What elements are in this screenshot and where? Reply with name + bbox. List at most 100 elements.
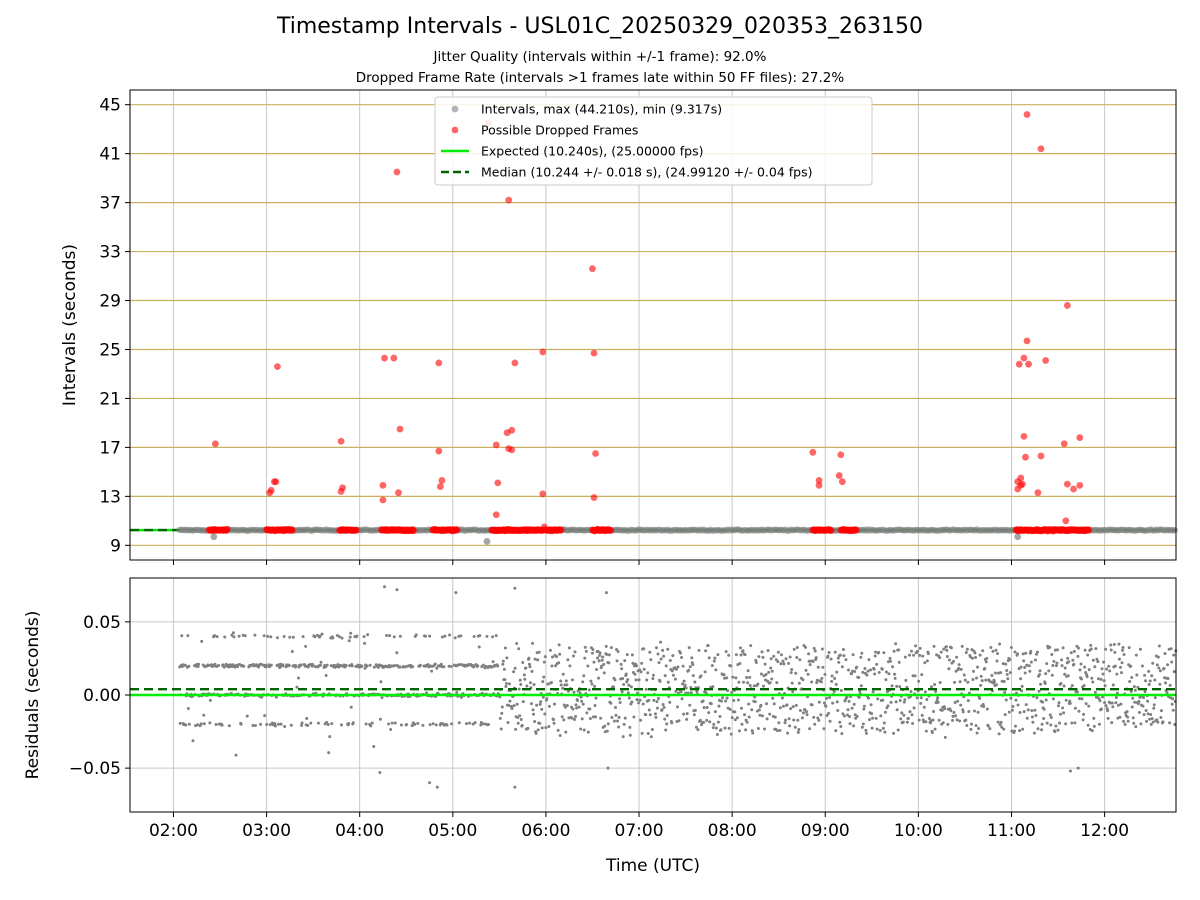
residual-point (538, 721, 542, 725)
residual-point (1157, 666, 1161, 670)
residual-point (1043, 682, 1047, 686)
residual-point (892, 731, 896, 735)
residual-point (634, 664, 638, 668)
residual-point (909, 689, 913, 693)
residual-point (305, 716, 309, 720)
legend-intervals-marker (451, 105, 459, 113)
residual-point (920, 673, 924, 677)
residual-point (564, 730, 568, 734)
residual-point (1114, 696, 1118, 700)
residual-point (1141, 704, 1145, 708)
residual-point (758, 713, 762, 717)
residual-point (691, 674, 695, 678)
residual-point (801, 678, 805, 682)
residual-point (579, 695, 583, 699)
residual-point (743, 713, 747, 717)
residual-point (328, 735, 332, 739)
residual-point (742, 680, 746, 684)
residual-point (392, 635, 396, 639)
residual-point (588, 707, 592, 711)
residual-point (931, 731, 935, 735)
residual-point (1168, 683, 1172, 687)
residual-point (896, 728, 900, 732)
residual-point (846, 708, 850, 712)
residual-point (560, 715, 564, 719)
residual-point (1100, 667, 1104, 671)
residual-point (413, 722, 417, 726)
residual-point (586, 730, 590, 734)
residual-point (573, 650, 577, 654)
residual-point (1004, 698, 1008, 702)
residual-point (468, 721, 472, 725)
residual-point (787, 717, 791, 721)
residual-point (587, 688, 591, 692)
residual-point (778, 728, 782, 732)
residual-point (967, 710, 971, 714)
residual-point (340, 636, 344, 640)
residual-point (973, 651, 977, 655)
residual-point (1165, 691, 1169, 695)
residual-point (947, 658, 951, 662)
residual-point (711, 685, 715, 689)
residual-point (1048, 645, 1052, 649)
residual-point (729, 732, 733, 736)
residual-point (1138, 647, 1142, 651)
residual-point (1044, 698, 1048, 702)
dropped-frame-point (1023, 111, 1031, 118)
residual-point (647, 708, 651, 712)
residual-point (926, 652, 930, 656)
residual-point (598, 651, 602, 655)
residual-point (976, 710, 980, 714)
residual-point (705, 718, 709, 722)
residual-point (911, 721, 915, 725)
residual-point (794, 703, 798, 707)
residual-point (1130, 676, 1134, 680)
residual-point (1030, 709, 1034, 713)
residual-point (793, 725, 797, 729)
residual-point (829, 657, 833, 661)
residual-point (639, 670, 643, 674)
residual-point (953, 700, 957, 704)
residual-point (554, 664, 558, 668)
residual-point (714, 726, 718, 730)
residual-point (1027, 664, 1031, 668)
residual-point (815, 681, 819, 685)
residual-point (1010, 708, 1014, 712)
residual-point (778, 706, 782, 710)
residual-point (718, 715, 722, 719)
residual-point (388, 634, 392, 638)
residual-point (1159, 709, 1163, 713)
residual-point (834, 729, 838, 733)
residual-point (443, 634, 447, 638)
residual-point (796, 718, 800, 722)
residual-point (431, 722, 435, 726)
y-tick-label: 9 (110, 536, 121, 556)
interval-point (1171, 526, 1179, 534)
residual-point (808, 727, 812, 731)
residual-point (1007, 710, 1011, 714)
y-tick-label: 37 (99, 194, 121, 214)
dropped-frame-point (815, 477, 823, 484)
residual-point (545, 697, 549, 701)
residual-point (702, 720, 706, 724)
residual-point (1023, 665, 1027, 669)
residual-point (811, 659, 815, 663)
residual-point (792, 647, 796, 651)
residual-point (704, 649, 708, 653)
residual-point (765, 717, 769, 721)
residual-point (1164, 681, 1168, 685)
residual-point (780, 696, 784, 700)
residual-point (536, 728, 540, 732)
interval-point (210, 533, 218, 541)
residual-point (826, 654, 830, 658)
residual-point (895, 708, 899, 712)
y-tick-label: 41 (99, 145, 121, 165)
residual-point (191, 739, 195, 743)
residual-point (828, 719, 832, 723)
residual-point (862, 707, 866, 711)
residual-point (979, 674, 983, 678)
residual-point (731, 675, 735, 679)
residual-point (364, 722, 368, 726)
